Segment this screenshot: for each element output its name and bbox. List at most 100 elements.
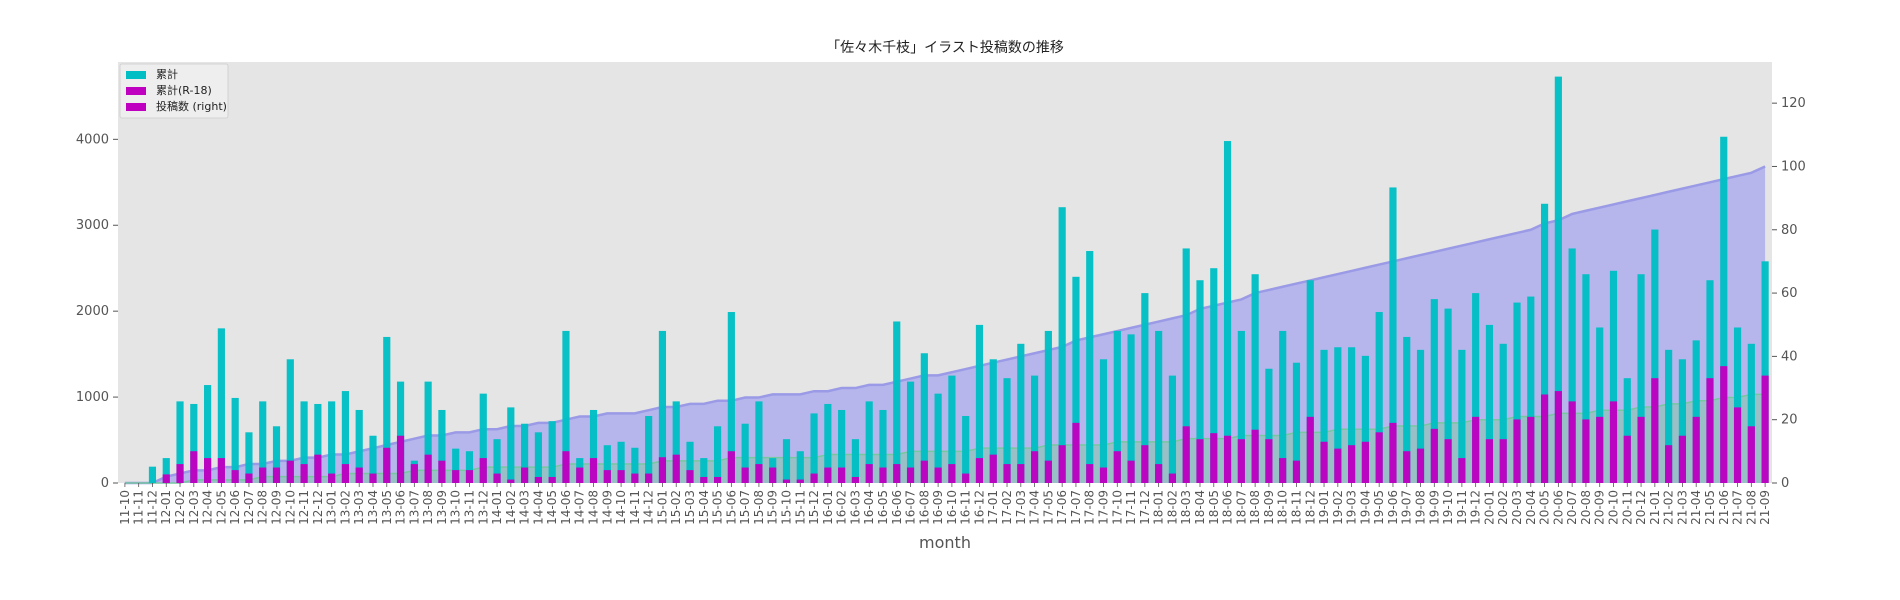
x-tick-label-17-01: 17-01 — [986, 490, 1000, 525]
bar-cumulative-r18-12-11 — [300, 464, 308, 483]
bar-cumulative-r18-14-08 — [589, 458, 598, 483]
x-tick-label-13-02: 13-02 — [338, 490, 352, 525]
legend-label-cumulative-r18: 累計(R-18) — [156, 83, 212, 97]
x-tick-label-18-03: 18-03 — [1179, 490, 1193, 525]
x-tick-label-16-02: 16-02 — [835, 490, 849, 525]
x-tick-label-14-04: 14-04 — [531, 490, 545, 525]
left-tick-label-2000: 2000 — [76, 304, 109, 319]
bar-cumulative-r18-13-03 — [355, 467, 363, 483]
x-tick-label-13-10: 13-10 — [449, 490, 463, 525]
bar-cumulative-r18-17-06 — [1058, 445, 1066, 483]
bar-cumulative-13-10 — [452, 448, 460, 483]
bar-cumulative-r18-18-10 — [1279, 458, 1287, 483]
bar-cumulative-r18-14-11 — [631, 473, 639, 483]
x-tick-label-12-08: 12-08 — [256, 490, 270, 525]
x-tick-label-18-08: 18-08 — [1248, 490, 1262, 525]
x-tick-label-14-01: 14-01 — [490, 490, 504, 525]
bar-cumulative-16-09 — [934, 393, 942, 483]
bar-cumulative-r18-21-09 — [1761, 375, 1769, 483]
bar-cumulative-r18-12-09 — [272, 467, 281, 483]
x-tick-label-18-09: 18-09 — [1262, 490, 1276, 525]
x-tick-label-19-12: 19-12 — [1469, 490, 1483, 525]
right-tick-label-120: 120 — [1781, 96, 1806, 111]
x-tick-label-14-08: 14-08 — [587, 490, 601, 525]
bar-cumulative-14-11 — [631, 447, 639, 483]
bar-cumulative-20-11 — [1623, 378, 1631, 483]
bar-cumulative-r18-15-04 — [700, 476, 708, 483]
bar-cumulative-r18-21-07 — [1733, 407, 1742, 483]
right-tick-label-60: 60 — [1781, 286, 1798, 301]
x-tick-label-12-06: 12-06 — [228, 490, 242, 525]
x-tick-label-16-07: 16-07 — [904, 490, 918, 525]
bar-cumulative-r18-17-08 — [1086, 464, 1094, 483]
x-tick-label-16-01: 16-01 — [821, 490, 835, 525]
bar-cumulative-r18-15-11 — [796, 479, 804, 483]
bar-cumulative-20-12 — [1637, 274, 1645, 483]
bar-cumulative-r18-12-06 — [231, 470, 239, 483]
bar-cumulative-r18-14-06 — [562, 451, 570, 483]
x-tick-label-21-03: 21-03 — [1675, 490, 1689, 525]
left-tick-label-4000: 4000 — [76, 132, 109, 147]
bar-cumulative-r18-13-02 — [341, 464, 350, 483]
bar-cumulative-15-06 — [727, 312, 735, 483]
bar-cumulative-14-05 — [548, 421, 556, 483]
right-tick-label-0: 0 — [1781, 476, 1789, 491]
bar-cumulative-r18-20-10 — [1609, 401, 1618, 483]
bar-cumulative-r18-19-02 — [1334, 448, 1342, 483]
bar-cumulative-r18-17-12 — [1141, 445, 1149, 483]
bar-cumulative-r18-20-12 — [1637, 416, 1645, 483]
bar-cumulative-20-06 — [1554, 76, 1562, 484]
x-tick-label-16-05: 16-05 — [876, 490, 890, 525]
bar-cumulative-12-03 — [190, 403, 198, 483]
bar-cumulative-r18-19-09 — [1430, 428, 1438, 483]
bar-cumulative-r18-12-10 — [286, 460, 294, 483]
bar-cumulative-r18-15-08 — [755, 464, 763, 483]
bar-cumulative-15-04 — [700, 458, 708, 483]
bar-cumulative-15-08 — [755, 401, 763, 483]
bar-cumulative-14-01 — [493, 439, 501, 483]
left-tick-label-3000: 3000 — [76, 218, 109, 233]
x-tick-label-17-04: 17-04 — [1028, 490, 1042, 525]
bar-cumulative-r18-13-12 — [479, 458, 487, 483]
x-tick-label-17-10: 17-10 — [1110, 490, 1124, 525]
bar-cumulative-r18-15-10 — [782, 479, 791, 483]
x-tick-label-12-11: 12-11 — [297, 490, 311, 525]
x-tick-label-13-05: 13-05 — [380, 490, 394, 525]
left-axis: 0 1000 2000 3000 4000 — [76, 132, 118, 491]
x-tick-label-18-02: 18-02 — [1165, 490, 1179, 525]
bar-cumulative-r18-17-07 — [1072, 422, 1080, 483]
bar-cumulative-r18-17-03 — [1017, 464, 1025, 483]
x-tick-label-15-12: 15-12 — [807, 490, 821, 525]
bar-cumulative-r18-16-05 — [879, 467, 887, 483]
bar-cumulative-18-03 — [1182, 248, 1190, 483]
bar-cumulative-r18-20-05 — [1540, 394, 1549, 483]
bar-cumulative-r18-21-05 — [1706, 378, 1714, 483]
bar-cumulative-21-02 — [1665, 349, 1673, 483]
bar-cumulative-r18-18-03 — [1182, 426, 1190, 483]
bar-cumulative-r18-19-04 — [1361, 441, 1369, 483]
bar-cumulative-13-04 — [369, 435, 377, 483]
bar-cumulative-21-03 — [1678, 359, 1686, 483]
bar-cumulative-r18-12-01 — [162, 474, 170, 483]
bar-cumulative-16-11 — [962, 415, 970, 483]
bar-cumulative-20-02 — [1499, 343, 1507, 483]
x-tick-label-19-02: 19-02 — [1331, 490, 1345, 525]
bar-cumulative-18-06 — [1223, 141, 1232, 484]
bar-cumulative-13-01 — [328, 401, 336, 483]
x-tick-label-13-07: 13-07 — [407, 490, 421, 525]
bar-cumulative-18-10 — [1279, 330, 1287, 483]
bar-cumulative-r18-12-04 — [204, 458, 212, 483]
bar-cumulative-r18-15-05 — [713, 476, 722, 483]
bar-cumulative-19-07 — [1403, 336, 1411, 483]
bar-cumulative-r18-20-01 — [1485, 439, 1494, 483]
x-tick-label-15-08: 15-08 — [752, 490, 766, 525]
bar-cumulative-r18-16-03 — [851, 476, 859, 483]
bar-cumulative-r18-13-05 — [383, 447, 391, 483]
x-tick-label-14-12: 14-12 — [642, 490, 656, 525]
bar-cumulative-21-08 — [1747, 343, 1755, 483]
bar-cumulative-r18-15-02 — [672, 454, 680, 483]
bar-cumulative-r18-13-06 — [396, 435, 405, 483]
bar-cumulative-15-01 — [658, 330, 667, 483]
x-tick-label-19-04: 19-04 — [1358, 490, 1372, 525]
